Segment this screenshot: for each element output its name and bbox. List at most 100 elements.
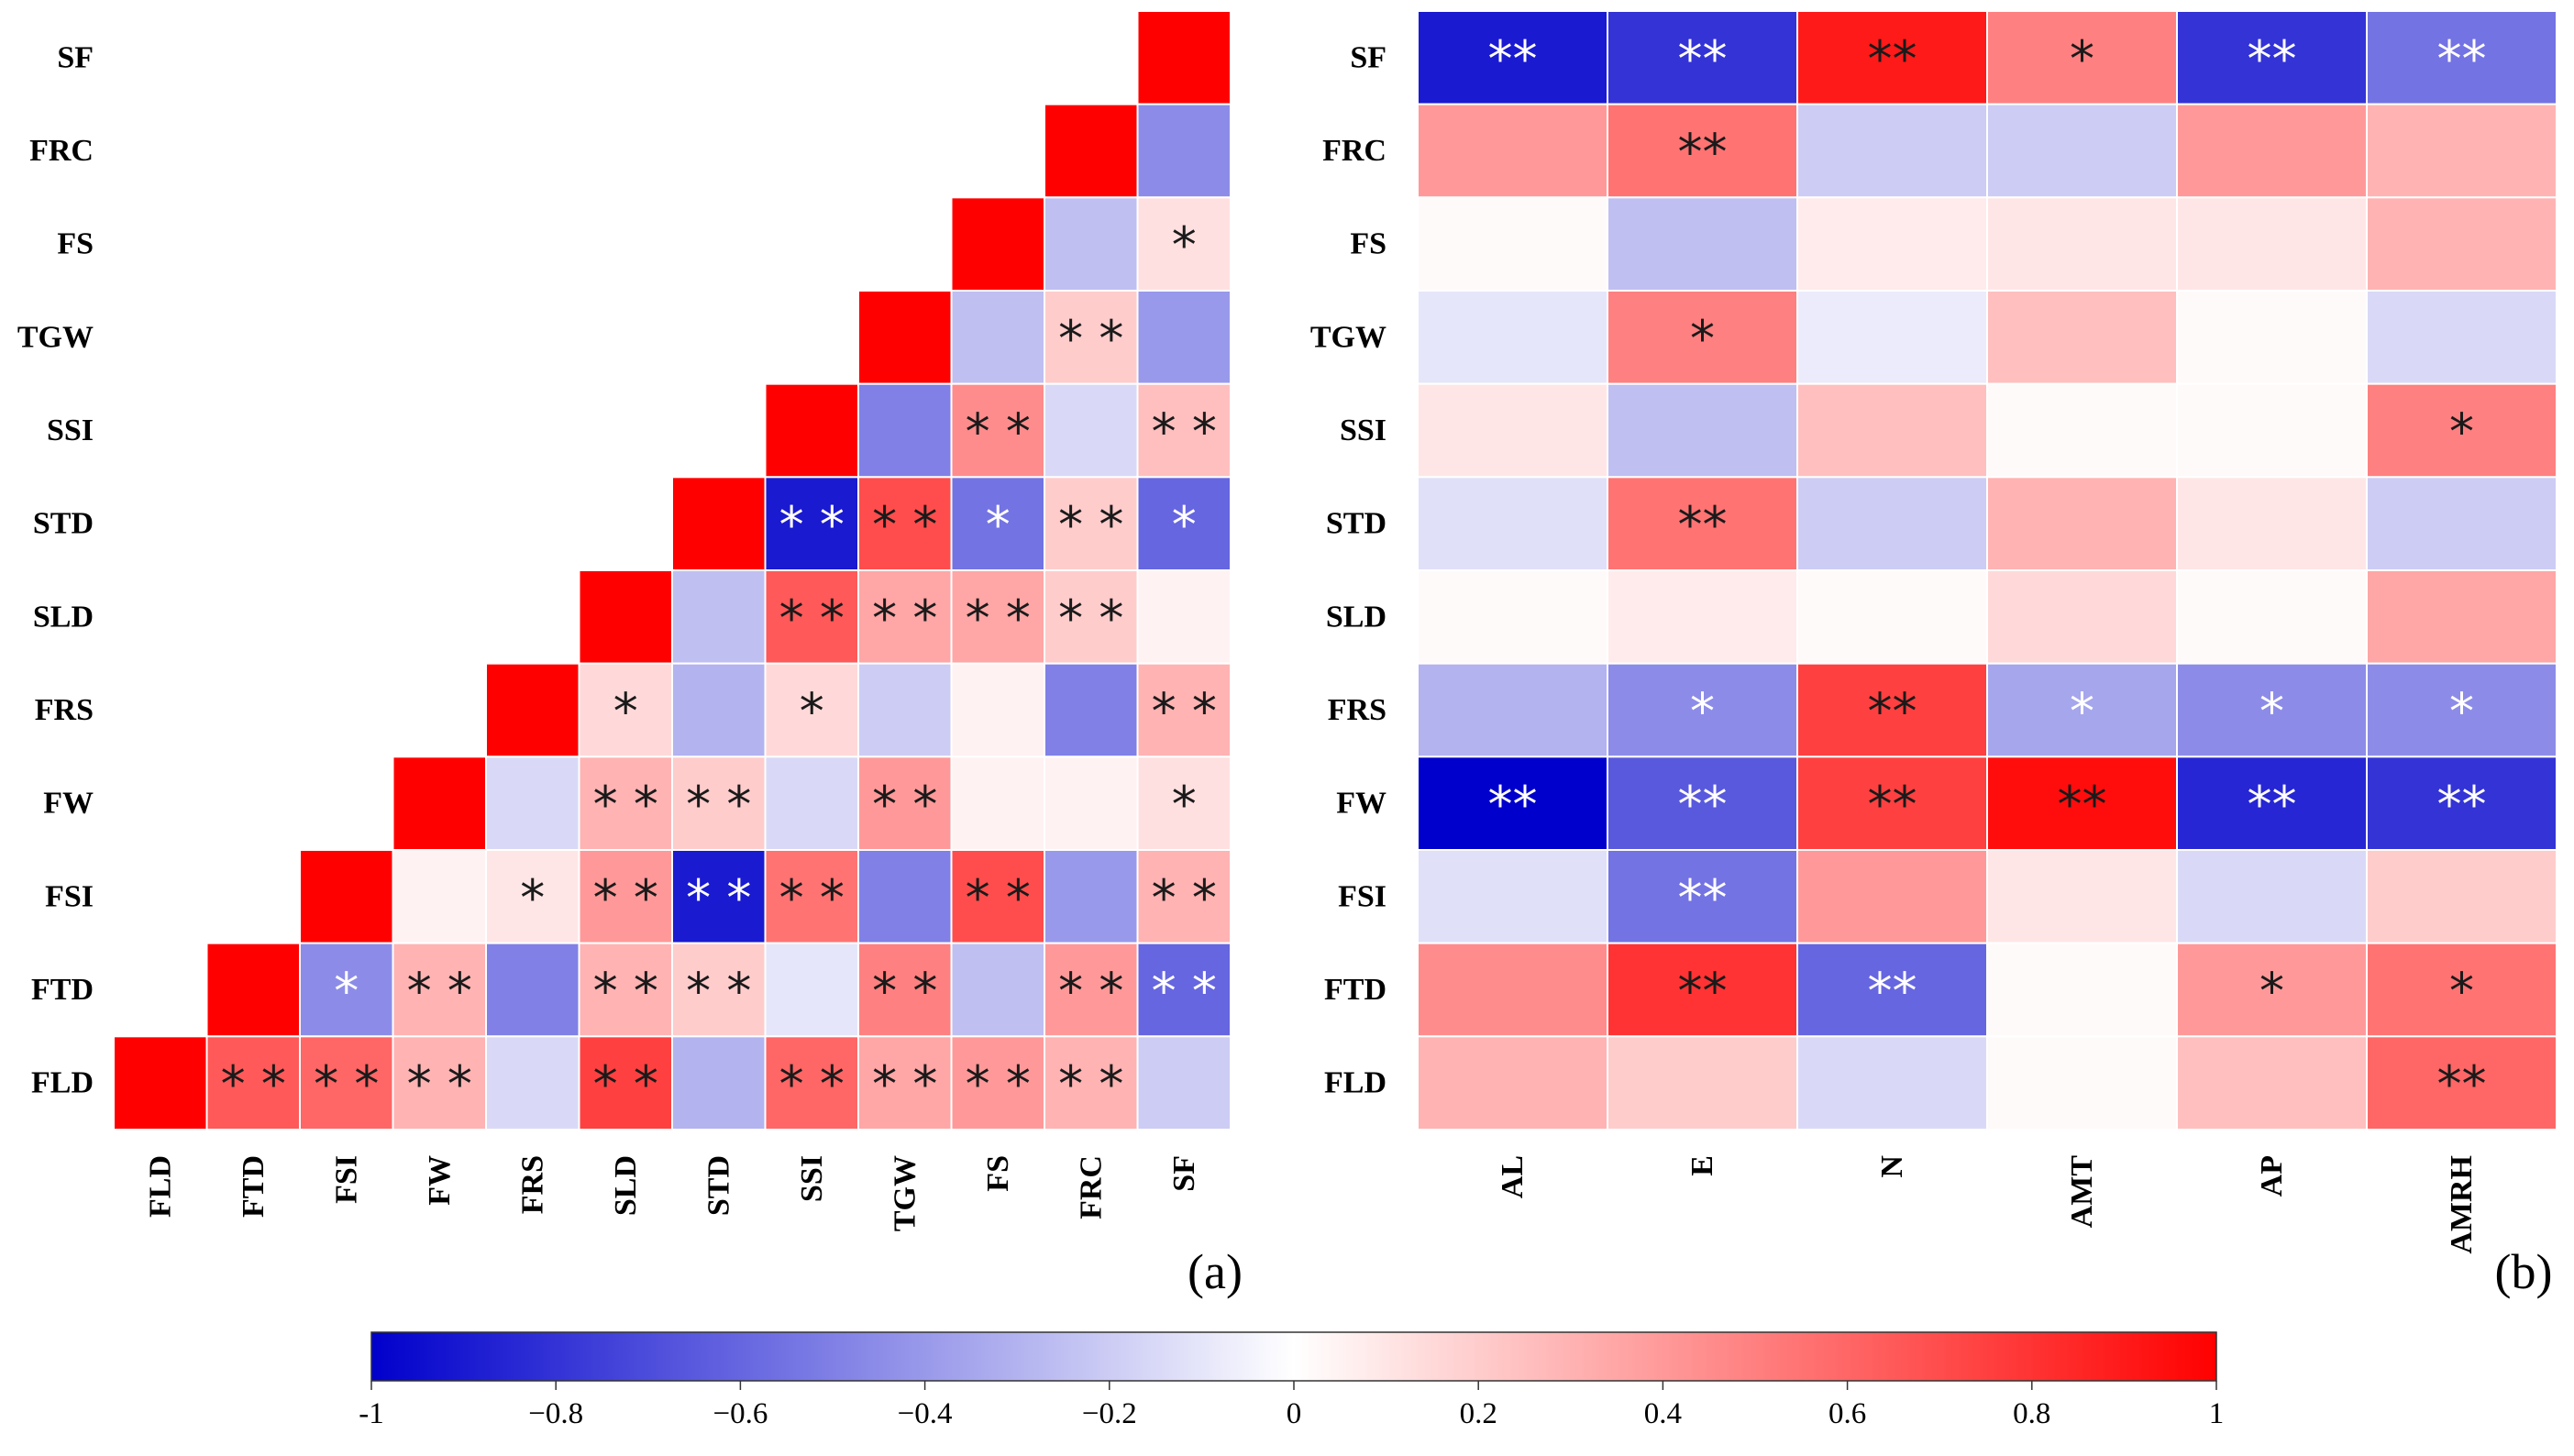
row-label-fld: FLD [1324,1066,1386,1100]
cell-ssi-e [1607,382,1798,479]
significance-mark: * * [593,963,658,1020]
cell-sf-al [1417,10,1608,105]
significance-mark: * [800,683,824,741]
cell-fld-amrh [2366,1035,2557,1131]
col-label-ftd: FTD [237,1155,271,1218]
significance-mark: ** [2248,30,2297,88]
cell-fsi-frs [485,849,580,944]
significance-mark: * [613,683,638,741]
cell-fsi-ap [2176,849,2368,944]
cell-fld-ap [2176,1035,2368,1131]
colorbar-tick-label: 0.2 [1460,1397,1497,1430]
cell-fld-frs [485,1035,580,1131]
cell-ftd-al [1417,942,1608,1038]
col-label-al: AL [1496,1155,1530,1198]
cell-sld-ap [2176,569,2368,665]
row-label-fs: FS [1350,227,1386,261]
significance-mark: * * [966,403,1031,461]
col-label-std: STD [701,1155,735,1216]
significance-mark: * * [872,1055,937,1113]
significance-mark: * [1690,683,1715,741]
cell-ftd-e [1607,942,1798,1038]
cell-frc-n [1796,103,1988,199]
cell-frc-al [1417,103,1608,199]
cell-std-tgw [857,476,953,571]
significance-mark: * [2070,683,2094,741]
row-label-tgw: TGW [1310,320,1386,354]
cell-ssi-n [1796,382,1988,479]
cell-ftd-fw [392,942,487,1038]
colorbar-tick-label: −0.8 [528,1397,583,1430]
significance-mark: * [1172,496,1197,554]
cell-tgw-amt [1986,290,2178,385]
cell-std-frc [1044,476,1139,571]
panel-b-label: (b) [2495,1244,2553,1299]
cell-frs-amt [1986,662,2178,758]
cell-fsi-sf [1136,849,1232,944]
cell-tgw-e [1607,290,1798,385]
cell-fld-fs [950,1035,1045,1131]
cell-tgw-tgw [857,290,953,385]
significance-mark: * * [1152,683,1217,741]
cell-fsi-amrh [2366,849,2557,944]
cell-fw-ssi [764,756,859,851]
row-label-frs: FRS [35,693,94,727]
colorbar-tick-label: −0.4 [898,1397,953,1430]
cell-tgw-ap [2176,290,2368,385]
cell-fld-fld [113,1035,208,1131]
significance-mark: * * [686,776,751,833]
colorbar-tick-label: 0.6 [1828,1397,1866,1430]
cell-tgw-n [1796,290,1988,385]
colorbar-tick-label: −0.2 [1082,1397,1137,1430]
cell-fw-ap [2176,756,2368,851]
cell-ftd-ssi [764,942,859,1038]
cell-frs-amrh [2366,662,2557,758]
cell-sld-al [1417,569,1608,665]
cell-ftd-amt [1986,942,2178,1038]
significance-mark: * * [1152,869,1217,927]
cell-fs-fs [950,196,1045,292]
significance-mark: * [2449,683,2474,741]
significance-mark: * [2070,30,2094,88]
cell-ftd-tgw [857,942,953,1038]
cell-sf-ap [2176,10,2368,105]
cell-fsi-n [1796,849,1988,944]
significance-mark: ** [1678,124,1728,182]
cell-sf-e [1607,10,1798,105]
significance-mark: * * [779,590,845,647]
cell-sld-sf [1136,569,1232,665]
colorbar-ticks: -1 −0.8 −0.6 −0.4 −0.2 0 0.2 0.4 0.6 0.8 1 [359,1381,2224,1430]
cell-ftd-sf [1136,942,1232,1038]
cell-ftd-ap [2176,942,2368,1038]
row-label-fsi: FSI [1338,879,1386,913]
cell-fsi-amt [1986,849,2178,944]
row-label-frc: FRC [29,134,94,168]
significance-mark: * [1172,216,1197,274]
cell-std-std [671,476,767,571]
cell-fw-std [671,756,767,851]
row-label-fs: FS [57,227,94,261]
cell-ssi-fs [950,382,1045,479]
cell-ssi-al [1417,382,1608,479]
cell-fw-tgw [857,756,953,851]
significance-mark: * * [779,496,845,554]
cell-fsi-frc [1044,849,1139,944]
cell-frc-amrh [2366,103,2557,199]
cell-sld-e [1607,569,1798,665]
cell-fsi-tgw [857,849,953,944]
col-label-amrh: AMRH [2445,1155,2479,1254]
cell-fw-sld [578,756,673,851]
cell-fld-ssi [764,1035,859,1131]
col-label-tgw: TGW [888,1155,922,1231]
cell-sld-amrh [2366,569,2557,665]
significance-mark: * * [221,1055,286,1113]
significance-mark: * * [966,869,1031,927]
colorbar-tick-label: -1 [359,1397,384,1430]
significance-mark: * * [1058,496,1123,554]
significance-mark: ** [1678,776,1728,833]
col-label-e: E [1685,1155,1719,1176]
cell-ftd-fs [950,942,1045,1038]
significance-mark: * [1690,310,1715,368]
row-label-ftd: FTD [1324,973,1386,1007]
cell-fw-frc [1044,756,1139,851]
